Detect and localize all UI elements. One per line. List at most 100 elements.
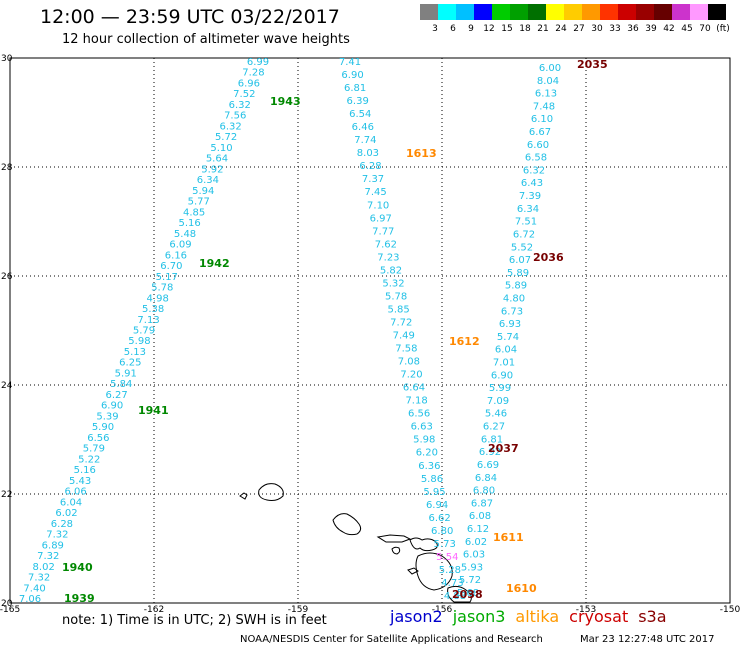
legend-swatch xyxy=(582,4,600,20)
pass-time-label: 1940 xyxy=(62,561,93,574)
swh-label: 7.41 xyxy=(339,57,361,68)
swh-label: 6.92 xyxy=(479,447,501,458)
swh-label: 6.90 xyxy=(101,401,123,412)
legend-label: 6 xyxy=(450,24,456,34)
swh-label: 5.78 xyxy=(385,291,407,302)
legend-swatch xyxy=(510,4,528,20)
pass-time-label: 1941 xyxy=(138,404,169,417)
swh-label: 6.03 xyxy=(463,550,485,561)
swh-label: 7.49 xyxy=(393,331,415,342)
lat-tick-label: 28 xyxy=(1,163,13,173)
swh-label: 6.36 xyxy=(418,461,440,472)
swh-label: 7.45 xyxy=(364,187,386,198)
swh-label: 7.23 xyxy=(377,252,399,263)
lon-tick-label: -159 xyxy=(288,605,309,615)
lat-tick-label: 22 xyxy=(1,490,12,500)
pass-time-label: 2038 xyxy=(452,588,483,601)
legend-swatch xyxy=(636,4,654,20)
swh-label: 5.72 xyxy=(459,575,481,586)
swh-label: 5.38 xyxy=(142,304,164,315)
swh-label: 6.04 xyxy=(60,497,82,508)
legend-label: 21 xyxy=(537,24,549,34)
legend-swatch xyxy=(456,4,474,20)
swh-label: 6.25 xyxy=(119,358,141,369)
swh-label: 5.78 xyxy=(151,283,173,294)
island-hawaii xyxy=(415,552,453,591)
lon-tick-label: -150 xyxy=(720,605,740,615)
swh-label: 6.90 xyxy=(491,370,513,381)
pass-time-label: 1613 xyxy=(406,147,437,160)
swh-label: 5.98 xyxy=(128,336,150,347)
swh-label: 7.40 xyxy=(23,583,45,594)
swh-label: 4.73 xyxy=(441,578,463,589)
swh-label: 7.52 xyxy=(233,89,255,100)
legend-swatch xyxy=(474,4,492,20)
swh-label: 6.64 xyxy=(403,383,425,394)
satellite-name: cryosat xyxy=(569,607,629,626)
swh-label: 5.82 xyxy=(380,265,402,276)
pass-time-label: 1943 xyxy=(270,95,301,108)
island-big-island-south xyxy=(447,585,472,603)
swh-label: 6.67 xyxy=(529,127,551,138)
pass-time-label: 1939 xyxy=(64,592,95,605)
swh-label: 5.92 xyxy=(201,164,223,175)
satellite-name: jason3 xyxy=(452,607,506,626)
swh-label: 4.98 xyxy=(147,293,169,304)
swh-label: 6.84 xyxy=(475,473,497,484)
swh-label: 7.08 xyxy=(398,357,420,368)
swh-label: 6.81 xyxy=(481,434,503,445)
swh-label: 6.90 xyxy=(341,70,363,81)
swh-label: 6.62 xyxy=(429,513,451,524)
swh-label: 7.39 xyxy=(519,191,541,202)
swh-label: 5.99 xyxy=(489,383,511,394)
swh-label: 5.94 xyxy=(192,186,214,197)
swh-label: 5.79 xyxy=(83,444,105,455)
legend-swatch xyxy=(564,4,582,20)
swh-label: 6.07 xyxy=(509,255,531,266)
legend-label: 45 xyxy=(681,24,693,34)
swh-label: 6.89 xyxy=(42,540,64,551)
legend-label: 70 xyxy=(699,24,711,34)
pass-time-label: 1611 xyxy=(493,531,524,544)
legend-label: (ft) xyxy=(716,24,730,34)
swh-label: 5.16 xyxy=(178,218,200,229)
pass-time-labels: 1939 1940 1941 1942 1943 1613 1612 1611 1610 2035… xyxy=(62,58,608,605)
island-molokai xyxy=(376,534,412,543)
swh-label: 7.37 xyxy=(362,174,384,185)
swh-label: 6.34 xyxy=(197,175,219,186)
legend-label: 15 xyxy=(501,24,513,34)
legend-label: 36 xyxy=(627,24,639,34)
swh-label: 5.43 xyxy=(69,476,91,487)
swh-label: 6.43 xyxy=(521,178,543,189)
swh-label: 5.64 xyxy=(206,154,228,165)
swh-label: 5.79 xyxy=(133,326,155,337)
island-kahoolawe xyxy=(407,567,419,575)
swh-label: 5.91 xyxy=(115,368,137,379)
swh-label: 6.28 xyxy=(51,519,73,530)
map-grid xyxy=(10,58,730,603)
island-maui xyxy=(409,537,438,552)
swh-label: 6.39 xyxy=(347,96,369,107)
swh-label: 6.87 xyxy=(471,498,493,509)
swh-label: 6.81 xyxy=(344,83,366,94)
swh-label: 7.62 xyxy=(375,239,397,250)
pass-time-label: 2035 xyxy=(577,58,608,71)
swh-label: 6.97 xyxy=(370,213,392,224)
swh-label: 6.72 xyxy=(513,229,535,240)
swh-label: 4.80 xyxy=(503,293,525,304)
swh-label: 5.54 xyxy=(436,552,458,563)
swh-label: 6.12 xyxy=(467,524,489,535)
swh-label: 6.08 xyxy=(469,511,491,522)
swh-label: 5.72 xyxy=(215,132,237,143)
legend-swatch xyxy=(654,4,672,20)
swh-label: 7.56 xyxy=(224,111,246,122)
swh-label: 7.58 xyxy=(395,344,417,355)
legend-swatch xyxy=(420,4,438,20)
swh-label: 6.80 xyxy=(431,526,453,537)
hawaiian-islands xyxy=(239,483,472,603)
legend-label: 39 xyxy=(645,24,657,34)
swh-label: 7.18 xyxy=(405,396,427,407)
swh-label: 7.01 xyxy=(493,358,515,369)
legend-label: 24 xyxy=(555,24,567,34)
